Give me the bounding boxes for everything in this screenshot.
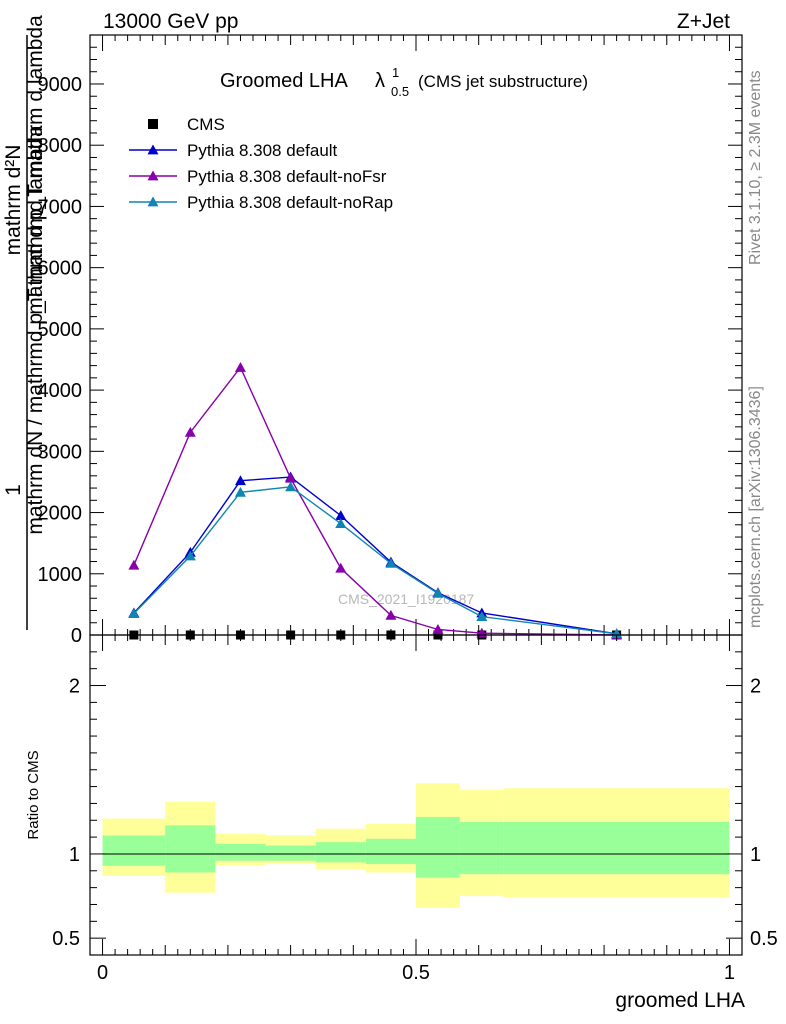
x-axis-title: groomed LHA — [615, 989, 745, 1012]
ratio-band-green — [365, 838, 416, 865]
main-plot-panel: 0 1000 2000 3000 4000 5000 6000 7000 8000 9000 Gr… — [38, 34, 743, 647]
y-label-denominator-one: mathrm dN / mathrmd p_T mathrmd lambda — [24, 125, 47, 535]
watermark-label: CMS_2021_I1920187 — [338, 591, 474, 607]
series-point — [611, 628, 623, 639]
mcplots-reference-label: mcplots.cern.ch [arXiv:1306.3436] — [747, 386, 764, 628]
series-point — [184, 550, 196, 561]
ratio-y-tick-label: 1 — [69, 844, 80, 866]
ratio-y-axis-label: Ratio to CMS — [25, 750, 42, 839]
series-line — [133, 476, 617, 635]
header-process-label: Z+Jet — [677, 10, 730, 33]
legend-item: Pythia 8.308 default — [129, 141, 338, 160]
legend-label: CMS — [187, 115, 225, 134]
series-point — [234, 361, 246, 372]
ratio-band-green — [165, 825, 216, 873]
x-tick-label: 0 — [97, 962, 108, 984]
series-point — [335, 510, 347, 521]
main-y-tick-label: 4000 — [38, 380, 83, 402]
x-tick-label: 0.5 — [402, 962, 430, 984]
series-point — [285, 481, 297, 492]
legend-item: Pythia 8.308 default-noFsr — [129, 167, 387, 186]
main-y-tick-label: 7000 — [38, 196, 83, 218]
ratio-x-axis: 0 0.5 1 — [97, 635, 735, 984]
ratio-band-green — [459, 821, 504, 875]
series-point — [476, 611, 488, 622]
y-label-numerator-two: mathrm d²N — [2, 145, 25, 256]
plot-title-main: Groomed LHA — [220, 70, 348, 92]
series-point — [385, 557, 397, 568]
x-tick-label: 1 — [724, 962, 735, 984]
ratio-band-green — [503, 821, 730, 875]
plot-title: Groomed LHA λ 1 0.5 (CMS jet substructur… — [220, 65, 588, 99]
ratio-band-green — [265, 845, 316, 861]
main-y-tick-label: 6000 — [38, 258, 83, 280]
legend-marker — [147, 170, 159, 181]
ratio-y-tick-label: 0.5 — [52, 928, 80, 950]
legend-label: Pythia 8.308 default-noFsr — [187, 167, 387, 186]
ratio-y-tick-label-right: 2 — [750, 676, 761, 698]
main-y-tick-label: 8000 — [38, 135, 83, 157]
series-1 — [128, 471, 623, 639]
series-line — [133, 486, 617, 635]
y-label-denominator-two: mathrm d p_T mathrm d lambda — [24, 15, 47, 315]
plot-title-note: (CMS jet substructure) — [418, 72, 588, 91]
main-y-tick-label: 3000 — [38, 441, 83, 463]
main-y-tick-label: 0 — [71, 625, 82, 647]
ratio-band-green — [315, 842, 366, 863]
ratio-bands-group — [102, 783, 730, 908]
series-3 — [128, 481, 623, 639]
plot-title-subscript: 0.5 — [391, 84, 409, 99]
series-point — [234, 475, 246, 486]
ratio-band-green — [416, 816, 460, 878]
main-y-tick-label: 5000 — [38, 319, 83, 341]
legend-item: Pythia 8.308 default-noRap — [129, 193, 393, 212]
ratio-y-tick-label-right: 1 — [750, 844, 761, 866]
main-y-axis: 0 1000 2000 3000 4000 5000 6000 7000 8000 9000 — [38, 34, 742, 647]
legend: CMS Pythia 8.308 default Pythia 8.308 defa… — [129, 115, 393, 212]
ratio-band-green — [102, 835, 166, 866]
series-point — [385, 609, 397, 620]
legend-item: CMS — [148, 115, 225, 134]
legend-marker — [148, 119, 158, 129]
series-point — [335, 562, 347, 573]
series-point — [285, 472, 297, 483]
ratio-y-axis: 0.5 0.5 1 1 2 2 — [52, 651, 778, 950]
series-point — [432, 587, 444, 598]
ratio-y-tick-label: 2 — [69, 676, 80, 698]
ratio-y-tick-label-right: 0.5 — [750, 928, 778, 950]
header-energy-label: 13000 GeV pp — [103, 10, 238, 33]
legend-marker — [147, 144, 159, 155]
legend-label: Pythia 8.308 default — [187, 141, 338, 160]
series-point — [184, 426, 196, 437]
legend-label: Pythia 8.308 default-noRap — [187, 193, 393, 212]
main-y-tick-label: 1000 — [38, 564, 83, 586]
legend-marker — [147, 196, 159, 207]
main-y-tick-label: 9000 — [38, 74, 83, 96]
series-point — [234, 486, 246, 497]
plot-title-lambda: λ — [375, 70, 385, 92]
main-y-tick-label: 2000 — [38, 503, 83, 525]
series-point — [335, 518, 347, 528]
main-series-group — [128, 361, 623, 640]
main-y-axis-label: 1 mathrm dN / mathrmd p_T mathrmd lambda… — [2, 15, 47, 630]
rivet-version-label: Rivet 3.1.10, ≥ 2.3M events — [747, 70, 764, 265]
ratio-plot-panel: 0.5 0.51 12 2 0 0.5 1 Ratio to CMS groomed LH… — [25, 634, 778, 1012]
y-label-numerator-one: 1 — [2, 484, 25, 496]
ratio-band-green — [215, 843, 266, 861]
series-point — [128, 608, 140, 618]
series-point — [128, 559, 140, 570]
plot-title-superscript: 1 — [392, 65, 399, 80]
series-point — [432, 623, 444, 634]
